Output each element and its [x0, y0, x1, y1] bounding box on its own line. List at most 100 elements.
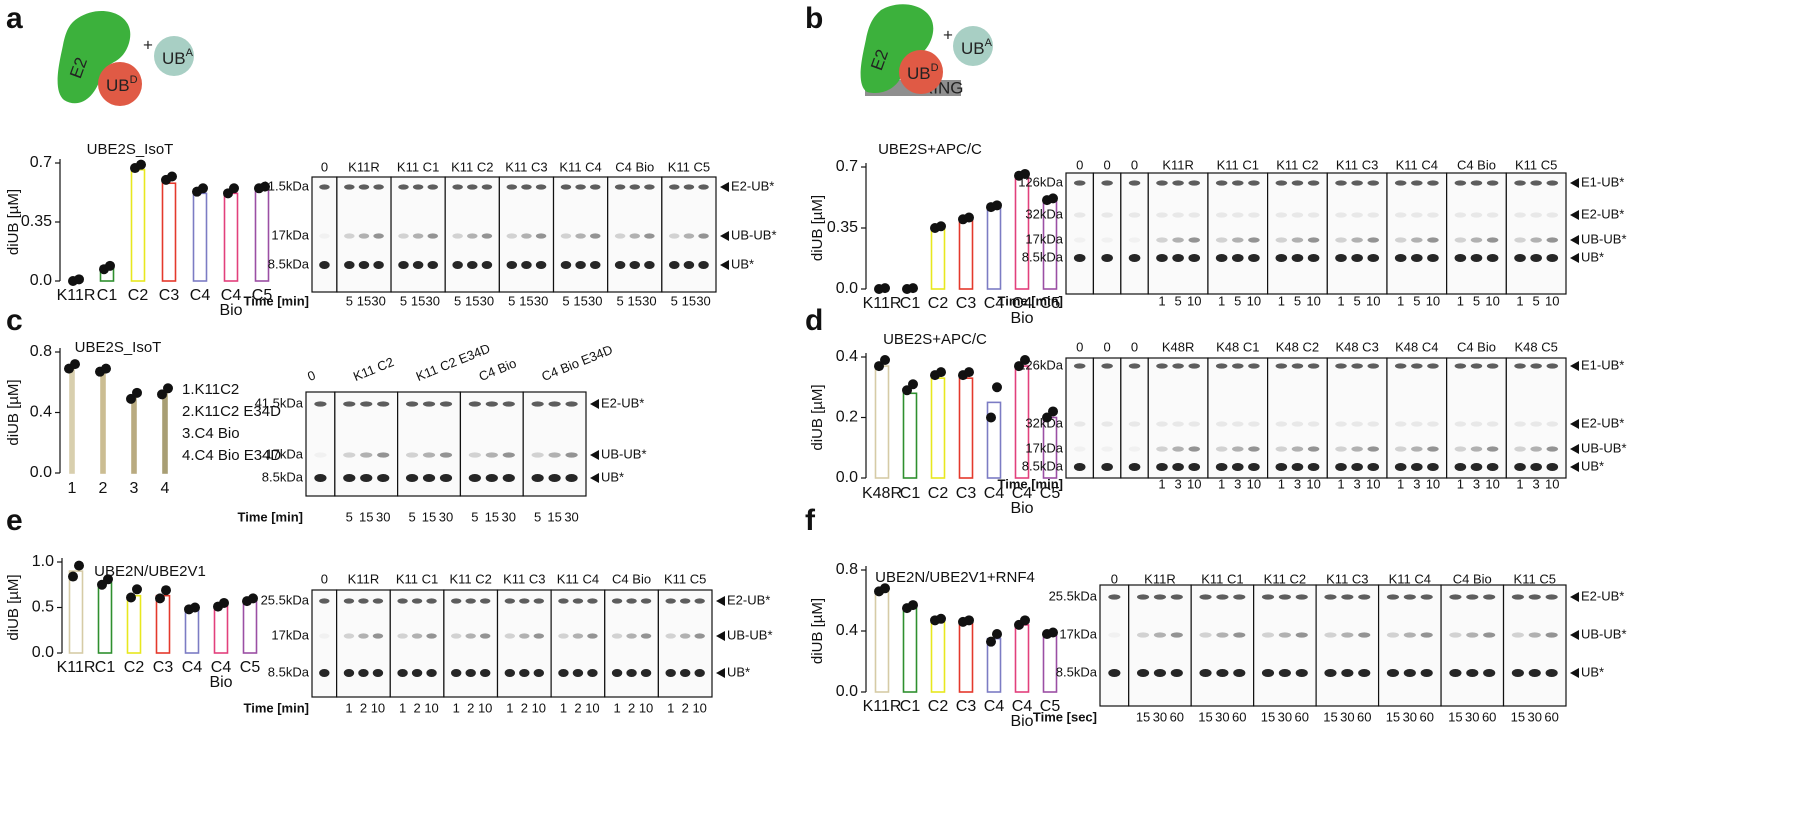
time-label: 10 — [424, 700, 438, 715]
gel-band — [626, 598, 637, 604]
lane-group-label: K11 C2 — [451, 159, 493, 174]
time-label: 1 — [1278, 476, 1285, 491]
time-label: 5 — [617, 293, 624, 308]
lane-group-label: C4 Bio — [1453, 571, 1492, 586]
plus: + — [143, 35, 153, 54]
gel-band — [1367, 363, 1380, 369]
bar — [254, 187, 270, 282]
replicate-point — [936, 367, 946, 378]
gel-band — [1073, 363, 1086, 369]
time-label: 15 — [1136, 709, 1150, 724]
gel-band — [1335, 180, 1347, 186]
mw-label: 17kDa — [271, 227, 309, 242]
legend-entry: 2.K11C2 E34D — [182, 403, 281, 420]
x-tick-label: C2 — [928, 295, 949, 312]
gel-band — [1449, 669, 1462, 677]
x-tick-label: C4 — [190, 287, 211, 304]
gel-lane-group — [311, 589, 338, 698]
gel-band — [1411, 463, 1423, 471]
gel-band — [521, 261, 532, 269]
band-arrow — [1570, 253, 1579, 263]
replicate-point — [880, 583, 890, 594]
gel-band — [1470, 463, 1483, 471]
gel-band — [377, 452, 390, 458]
x-tick-label: C3 — [159, 287, 180, 304]
gel-band — [358, 184, 370, 190]
gel-band — [358, 633, 369, 639]
gel-band — [1466, 594, 1479, 600]
gel-lane-group — [1128, 584, 1192, 707]
bar — [242, 599, 258, 654]
gel-band — [1073, 446, 1086, 452]
panel-label: f — [805, 504, 816, 537]
x-tick-label: 4 — [161, 480, 170, 497]
bar — [874, 590, 890, 693]
bar — [184, 607, 200, 654]
time-label: 60 — [1232, 709, 1246, 724]
y-axis-label: diUB [µM] — [809, 598, 826, 664]
gel-band — [1511, 632, 1524, 638]
y-tick-label: 0.4 — [30, 404, 52, 421]
x-tick-label: C3 — [956, 295, 977, 312]
lane-group-label: C4 Bio E34D — [539, 342, 614, 384]
gel-band — [465, 669, 476, 677]
time-label: 5 — [1294, 293, 1301, 308]
gel-band — [1073, 180, 1086, 186]
band-label: UB-UB* — [731, 227, 777, 242]
gel-band — [1411, 180, 1423, 186]
gel-band — [1528, 632, 1541, 638]
time-label: 5 — [534, 509, 541, 524]
gel-band — [319, 633, 330, 639]
gel-lane-group — [1386, 172, 1448, 295]
replicate-point — [1048, 627, 1058, 638]
gel-band — [1470, 237, 1483, 243]
time-label: 1 — [345, 700, 352, 715]
gel-band — [1073, 254, 1086, 262]
gel-lane-group — [496, 589, 552, 698]
gel-band — [572, 669, 584, 677]
lane-group-label: K11 C3 — [503, 571, 545, 586]
time-label: 15 — [682, 293, 696, 308]
gel-band — [1307, 363, 1320, 369]
acceptor-label: UBA — [961, 37, 993, 59]
mw-label: 32kDa — [1025, 206, 1063, 221]
time-label: 5 — [1234, 293, 1241, 308]
bar — [68, 570, 84, 654]
lane-group-label: 0 — [1076, 339, 1083, 354]
gel-band — [1248, 180, 1260, 186]
gel-lane-group — [552, 176, 609, 293]
gel-lane-group — [1092, 357, 1122, 479]
band-arrow — [716, 668, 725, 678]
gel-lane-group — [1267, 357, 1328, 479]
gel-band — [1248, 421, 1260, 427]
chart-title: UBE2N/UBE2V1 — [94, 563, 206, 580]
gel-band — [1511, 594, 1524, 600]
gel-band — [1546, 212, 1559, 218]
gel-band — [1215, 180, 1228, 186]
mw-label: 25.5kDa — [1049, 588, 1098, 603]
gel-band — [1427, 446, 1439, 452]
gel-band — [1216, 669, 1229, 677]
gel-band — [1128, 363, 1141, 369]
x-tick-label: C4 Bio — [209, 659, 232, 691]
x-tick-label: C4 Bio — [1010, 295, 1033, 327]
gel-band — [506, 233, 518, 239]
gel-band — [1248, 363, 1260, 369]
gel-band — [531, 401, 544, 407]
gel-band — [629, 184, 641, 190]
gel-lane-group — [390, 176, 446, 293]
gel-lane-group — [550, 589, 606, 698]
time-label: 30 — [1278, 709, 1292, 724]
gel-band — [1351, 254, 1363, 262]
replicate-point — [1020, 168, 1030, 179]
gel-band — [1275, 212, 1288, 218]
gel-band — [1486, 237, 1499, 243]
gel-band — [314, 452, 327, 458]
lane-group-label: K11 C1 — [1217, 157, 1259, 172]
gel-band — [1153, 669, 1167, 677]
gel-band — [669, 233, 680, 239]
gel-band — [1231, 421, 1244, 427]
time-label: 3 — [1533, 476, 1540, 491]
gel-band — [481, 261, 493, 269]
gel-band — [1172, 363, 1184, 369]
